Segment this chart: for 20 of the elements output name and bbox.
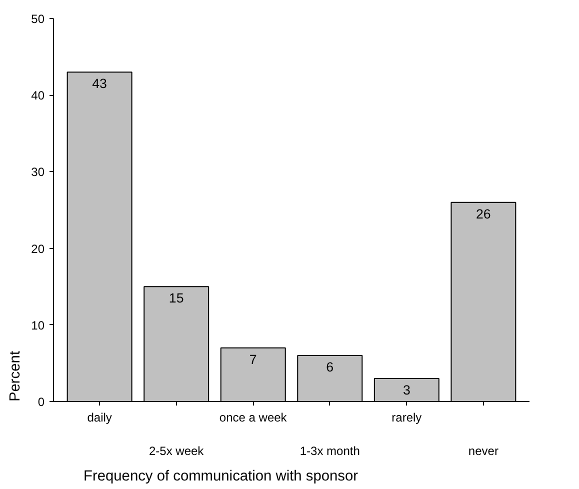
data-label: 15 [168,290,184,306]
y-tick-label: 10 [31,318,45,332]
data-label: 3 [402,382,410,398]
y-tick-label: 0 [38,395,45,409]
data-label: 26 [476,206,491,222]
y-tick-label: 40 [31,88,45,103]
y-tick-label: 30 [31,165,45,180]
x-tick-label: 2-5x week [148,444,205,458]
x-tick-label: never [468,444,498,458]
x-tick-label: rarely [392,410,422,424]
data-label: 43 [92,76,107,92]
x-tick-label: 1-3x month [300,444,360,458]
x-tick-label: daily [87,410,112,424]
x-tick-label: once a week [219,410,288,424]
data-label: 6 [326,360,334,375]
x-axis-title: Frequency of communication with sponsor [84,468,358,484]
y-tick-label: 50 [31,12,45,26]
y-axis-title: Percent [8,350,24,402]
data-label: 7 [249,352,257,367]
y-tick-label: 20 [31,242,45,256]
